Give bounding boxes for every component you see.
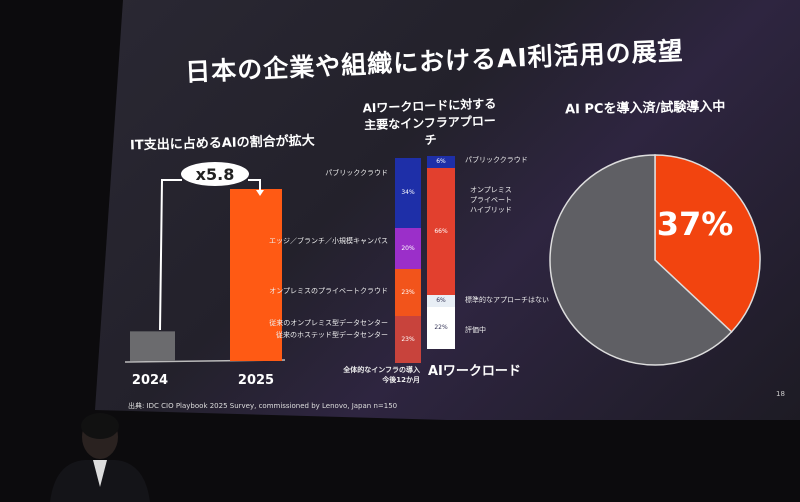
ai-pc-pie-chart: 37% (549, 154, 761, 366)
ai-spend-chart: x5.8 2024 2025 (124, 162, 286, 388)
legend-ai-public-cloud: パブリッククラウド (465, 156, 528, 164)
bar-segment: 66% (427, 167, 455, 295)
pie-slice-63 (549, 154, 733, 366)
bar-segment: 22% (427, 306, 455, 349)
x-label-2024: 2024 (132, 373, 168, 388)
legend-ai-private: プライベート (470, 196, 512, 204)
arrow-head-icon (256, 190, 264, 196)
pie-label-37: 37% (657, 205, 734, 243)
category-ai-workload: AIワークロード (428, 364, 521, 379)
bar-2024 (130, 331, 175, 361)
bar-segment: 6% (427, 156, 455, 168)
source-note: 出典: IDC CIO Playbook 2025 Survey, commis… (128, 402, 398, 410)
legend-public-cloud: パブリッククラウド (325, 169, 388, 177)
multiplier-badge (181, 162, 249, 186)
category-overall-line2: 今後12か月 (382, 376, 420, 384)
pie-slice-37 (654, 154, 761, 333)
chart2-title: AIワークロードに対する主要なインフラアプローチ (362, 96, 497, 148)
x-label-2025: 2025 (238, 373, 274, 388)
growth-arrow (159, 179, 261, 331)
bar-segment: 34% (395, 158, 421, 228)
legend-onprem-dc: 従来のオンプレミス型データセンター (269, 319, 388, 327)
legend-ai-no-standard: 標準的なアプローチはない (465, 296, 549, 304)
stacked-bar-overall: 34% 20% 23% 23% (395, 158, 421, 363)
bar-segment: 6% (427, 294, 455, 307)
category-overall-line1: 全体的なインフラの導入 (343, 366, 420, 374)
bar-segment: 23% (395, 315, 421, 363)
chart3-title: AI PCを導入済/試験導入中 (564, 99, 726, 118)
legend-hosted-dc: 従来のホステッド型データセンター (276, 331, 388, 339)
legend-edge: エッジ／ブランチ／小規模キャンパス (269, 237, 388, 245)
presenter-silhouette (50, 413, 150, 502)
legend-private-cloud: オンプレミスのプライベートクラウド (269, 287, 388, 295)
bar-segment: 23% (395, 268, 421, 316)
stacked-bar-ai: 6% 66% 6% 22% (427, 156, 455, 349)
legend-ai-onprem: オンプレミス (470, 186, 512, 194)
multiplier-label: x5.8 (196, 165, 235, 184)
legend-ai-hybrid: ハイブリッド (470, 206, 512, 214)
page-number: 18 (776, 390, 785, 398)
bar-2025 (230, 189, 282, 361)
legend-ai-evaluating: 評価中 (465, 326, 486, 334)
bar-segment: 20% (395, 227, 421, 269)
